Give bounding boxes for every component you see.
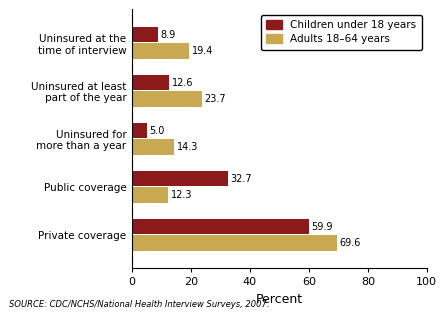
Bar <box>132 171 228 186</box>
Text: SOURCE: CDC/NCHS/National Health Interview Surveys, 2007.: SOURCE: CDC/NCHS/National Health Intervi… <box>9 300 269 309</box>
Legend: Children under 18 years, Adults 18–64 years: Children under 18 years, Adults 18–64 ye… <box>261 15 422 50</box>
Bar <box>132 43 189 59</box>
Bar <box>132 123 147 138</box>
Bar <box>132 27 158 42</box>
Text: 8.9: 8.9 <box>161 30 176 40</box>
Text: 59.9: 59.9 <box>311 222 333 232</box>
Bar <box>132 187 168 202</box>
Bar <box>132 75 169 90</box>
Text: 5.0: 5.0 <box>149 126 165 136</box>
Bar <box>132 139 174 155</box>
Text: 69.6: 69.6 <box>340 238 361 248</box>
Text: 23.7: 23.7 <box>204 94 226 104</box>
X-axis label: Percent: Percent <box>256 293 303 306</box>
Text: 14.3: 14.3 <box>176 142 198 152</box>
Text: 32.7: 32.7 <box>231 174 253 184</box>
Bar <box>132 235 337 251</box>
Text: 12.3: 12.3 <box>171 190 192 200</box>
Text: 19.4: 19.4 <box>191 46 213 56</box>
Bar <box>132 219 308 234</box>
Text: 12.6: 12.6 <box>172 78 193 88</box>
Bar <box>132 91 202 107</box>
